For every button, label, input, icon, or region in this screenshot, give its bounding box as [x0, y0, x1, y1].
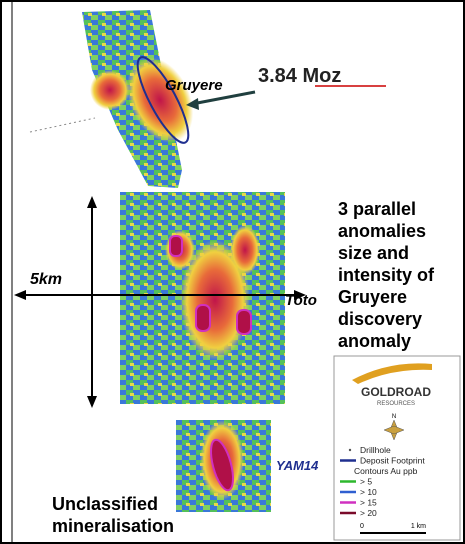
legend-label: > 10: [360, 487, 377, 497]
note-line: discovery: [338, 309, 422, 329]
note-line: Gruyere: [338, 287, 407, 307]
scale-label: 1 km: [411, 523, 426, 530]
legend-label: > 15: [360, 498, 377, 508]
note-line: mineralisation: [52, 516, 174, 536]
note-line: size and: [338, 243, 409, 263]
legend-swatch: [349, 449, 351, 451]
north-label: N: [392, 414, 396, 420]
legend-label: > 5: [360, 477, 372, 487]
middle-survey: [120, 192, 285, 404]
scale-label: 0: [360, 523, 364, 530]
logo-name: GOLDROAD: [361, 385, 431, 399]
map: Gruyere 3.84 Moz 5km Toto YAM14 3 parall…: [0, 0, 465, 544]
note-line: 3 parallel: [338, 199, 416, 219]
note-line: intensity of: [338, 265, 435, 285]
legend-label: Drillhole: [360, 445, 391, 455]
legend-label: > 20: [360, 508, 377, 518]
legend-label: Contours Au ppb: [354, 466, 418, 476]
note-line: anomaly: [338, 331, 411, 351]
note-line: Unclassified: [52, 494, 158, 514]
lower-survey: [176, 420, 271, 512]
yam-label: YAM14: [276, 458, 319, 473]
note-line: anomalies: [338, 221, 426, 241]
deposit-label: Gruyere: [165, 77, 223, 94]
distance-label: 5km: [30, 271, 62, 288]
logo-sub: RESOURCES: [377, 401, 415, 407]
legend-label: Deposit Footprint: [360, 456, 425, 466]
resource-label: 3.84 Moz: [258, 65, 341, 87]
toto-label: Toto: [285, 292, 317, 309]
